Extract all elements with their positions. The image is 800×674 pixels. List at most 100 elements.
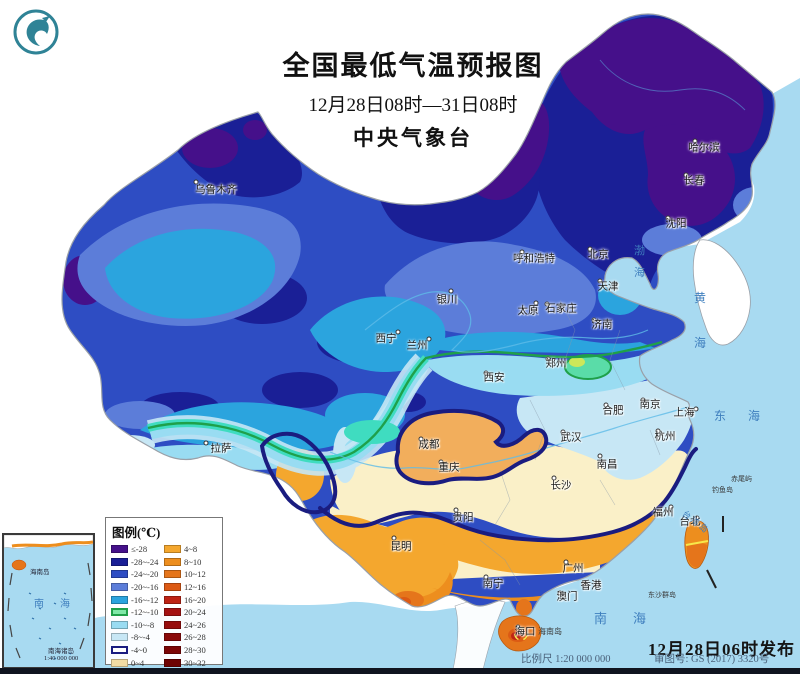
legend-swatch	[111, 545, 128, 554]
legend-swatch	[164, 570, 181, 579]
legend-label: 16~20	[184, 594, 206, 605]
legend-item: 10~12	[164, 569, 217, 579]
legend-label: -8~-4	[131, 632, 150, 643]
legend-item: 20~24	[164, 607, 217, 617]
legend-label: 30~32	[184, 657, 206, 668]
legend-row: 0~4 30~32	[111, 656, 217, 669]
legend-item: -20~-16	[111, 582, 164, 592]
south-china-sea-inset: 海南岛 南海 南海诸岛 1:40 000 000	[2, 533, 95, 669]
legend-item: 28~30	[164, 645, 217, 655]
legend-swatch	[164, 646, 181, 655]
legend-label: 4~8	[184, 544, 198, 555]
korea-peninsula	[692, 239, 751, 346]
legend-swatch	[164, 620, 181, 629]
taiwan-island	[684, 520, 709, 569]
china-border	[61, 13, 776, 617]
legend-swatch	[111, 620, 128, 629]
legend-label: 24~26	[184, 620, 206, 630]
legend-swatch	[164, 633, 181, 642]
legend-row: -12~-10 20~24	[111, 606, 217, 619]
legend-swatch	[111, 658, 128, 667]
legend-item: -24~-20	[111, 569, 164, 579]
navy-contours	[259, 408, 698, 543]
legend-label: -12~-10	[131, 607, 159, 618]
green-isotherm	[147, 340, 663, 461]
legend-swatch	[111, 633, 128, 642]
title-block: 全国最低气温预报图 12月28日08时—31日08时 中央气象台	[283, 44, 544, 152]
legend-item: 24~26	[164, 620, 217, 630]
legend-label: 0~4	[131, 657, 145, 668]
legend-swatch	[111, 570, 128, 579]
legend-swatch	[164, 658, 181, 667]
legend-row: -10~-8 24~26	[111, 619, 217, 632]
legend-label: 10~12	[184, 569, 206, 580]
legend-item: 16~20	[164, 595, 217, 605]
legend-swatch	[111, 557, 128, 566]
legend-swatch	[111, 595, 128, 604]
legend-label: 26~28	[184, 632, 206, 643]
legend-box: 图例(℃) ≤-28 4~8 -28~-24 8~10 -24~-20 10~12 -20~…	[105, 517, 223, 667]
map-scale: 比例尺 1:20 000 000	[521, 654, 611, 665]
legend-label: -16~-12	[131, 594, 159, 605]
inset-scale-label: 1:40 000 000	[44, 655, 79, 662]
legend-item: 8~10	[164, 557, 217, 567]
legend-swatch	[164, 608, 181, 617]
legend-item: -10~-8	[111, 620, 164, 630]
legend-row: -16~-12 16~20	[111, 593, 217, 606]
foreign-land	[451, 239, 751, 674]
map-subtitle: 12月28日08时—31日08时	[308, 95, 518, 116]
legend-item: -28~-24	[111, 557, 164, 567]
legend-row: -20~-16 12~16	[111, 581, 217, 594]
inset-hainan-label: 海南岛	[30, 569, 50, 576]
legend-item: -8~-4	[111, 632, 164, 642]
legend-swatch	[111, 646, 128, 655]
inset-islands	[28, 592, 77, 660]
legend-title: 图例(℃)	[112, 526, 161, 540]
legend-rows: ≤-28 4~8 -28~-24 8~10 -24~-20 10~12 -20~-16 12~…	[111, 543, 217, 669]
legend-swatch	[111, 583, 128, 592]
legend-label: -24~-20	[131, 569, 159, 580]
legend-item: 12~16	[164, 582, 217, 592]
legend-swatch	[164, 595, 181, 604]
approval-number: 审图号: GS (2017) 3320号	[654, 654, 770, 665]
agency-name: 中央气象台	[353, 126, 473, 150]
inset-islands-label: 南海诸岛	[48, 648, 74, 655]
bottom-frame-bar	[0, 668, 800, 674]
legend-row: -4~0 28~30	[111, 644, 217, 657]
legend-label: -20~-16	[131, 582, 159, 592]
inset-map	[4, 535, 93, 660]
legend-item: 26~28	[164, 632, 217, 642]
legend-label: -28~-24	[131, 557, 159, 567]
legend-label: 8~10	[184, 557, 202, 567]
legend-swatch	[111, 608, 128, 617]
legend-swatch	[164, 557, 181, 566]
legend-item: 30~32	[164, 658, 217, 668]
legend-row: -24~-20 10~12	[111, 568, 217, 581]
legend-row: -28~-24 8~10	[111, 556, 217, 569]
legend-swatch	[164, 545, 181, 554]
legend-item: -16~-12	[111, 595, 164, 605]
inset-sea-label: 南海	[34, 599, 86, 610]
cma-logo-icon	[13, 9, 59, 55]
legend-label: 12~16	[184, 582, 206, 592]
publish-time: 12月28日06时发布	[648, 640, 795, 659]
inset-dash-line	[7, 562, 93, 659]
legend-label: -10~-8	[131, 620, 155, 630]
legend-row: -8~-4 26~28	[111, 631, 217, 644]
legend-swatch	[164, 583, 181, 592]
legend-item: 4~8	[164, 544, 217, 554]
legend-label: -4~0	[131, 645, 148, 655]
legend-item: ≤-28	[111, 544, 164, 554]
map-title: 全国最低气温预报图	[282, 51, 544, 81]
legend-label: ≤-28	[131, 544, 148, 555]
boundary-dashes	[706, 516, 724, 589]
legend-item: -4~0	[111, 645, 164, 655]
legend-row: ≤-28 4~8	[111, 543, 217, 556]
legend-item: 0~4	[111, 658, 164, 668]
legend-item: -12~-10	[111, 607, 164, 617]
hainan-island	[498, 615, 542, 652]
legend-label: 20~24	[184, 607, 206, 618]
legend-label: 28~30	[184, 645, 206, 655]
